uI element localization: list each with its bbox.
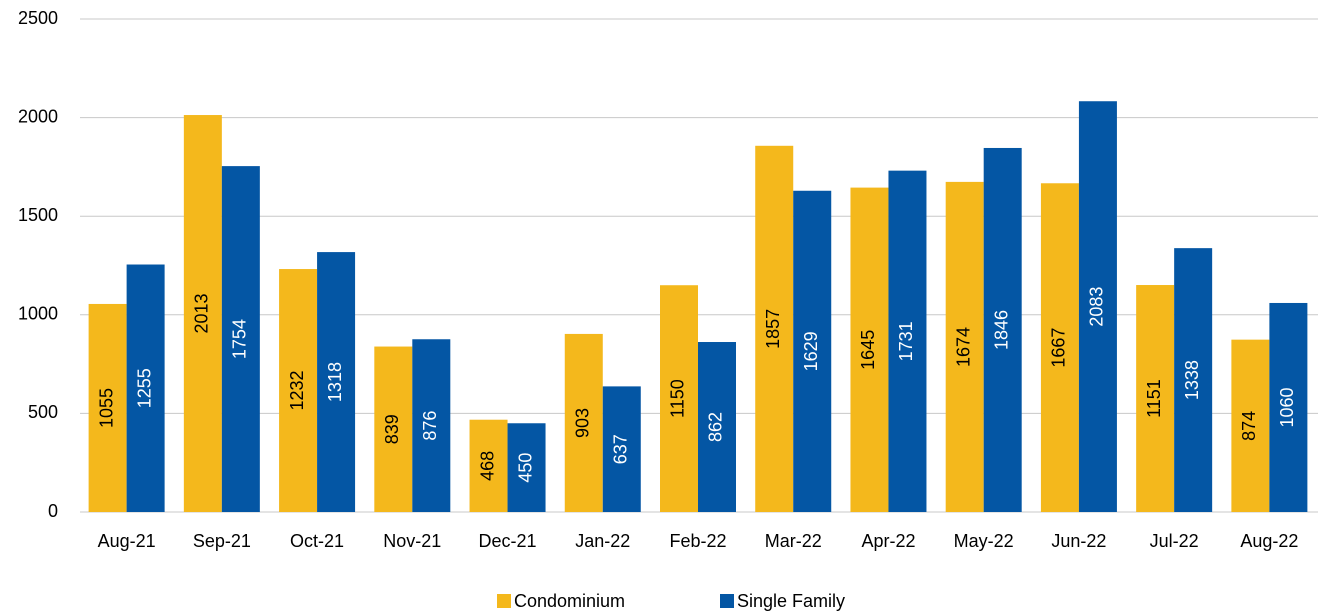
data-label: 1674	[953, 327, 973, 367]
bar	[221, 166, 260, 512]
x-tick-label: Mar-22	[765, 531, 822, 551]
data-label: 468	[477, 451, 497, 481]
data-label: 2013	[192, 293, 212, 333]
bar	[698, 342, 736, 512]
bar	[755, 145, 794, 512]
x-tick-label: Nov-21	[383, 531, 441, 551]
data-label: 1857	[763, 309, 783, 349]
data-label: 1150	[668, 379, 688, 418]
data-label: 876	[420, 411, 440, 441]
bar	[888, 170, 927, 513]
y-tick-label: 0	[48, 501, 58, 521]
data-label: 1151	[1144, 379, 1164, 418]
data-label: 1255	[134, 368, 154, 408]
data-label: 2083	[1087, 287, 1107, 327]
bar	[183, 115, 222, 512]
x-tick-label: May-22	[954, 531, 1014, 551]
x-tick-label: Jun-22	[1051, 531, 1106, 551]
bar	[507, 423, 546, 512]
x-tick-label: Sep-21	[193, 531, 251, 551]
data-label: 450	[515, 453, 535, 483]
x-tick-label: Dec-21	[479, 531, 537, 551]
bar	[1174, 248, 1213, 512]
bar	[1040, 183, 1079, 513]
x-tick-label: Feb-22	[669, 531, 726, 551]
bar	[469, 419, 508, 512]
legend-label: Single Family	[737, 591, 845, 611]
y-tick-label: 500	[28, 402, 58, 422]
bar	[1269, 302, 1308, 512]
bar	[279, 269, 318, 512]
bar	[945, 181, 984, 512]
data-label: 1338	[1182, 360, 1202, 400]
x-tick-label: Jul-22	[1150, 531, 1199, 551]
data-label: 1754	[230, 319, 250, 359]
bar	[793, 190, 832, 512]
data-label: 1232	[287, 371, 307, 411]
bar	[88, 303, 127, 512]
bar	[374, 346, 413, 512]
legend-label: Condominium	[514, 591, 625, 611]
bar	[660, 285, 698, 512]
bar	[1078, 101, 1117, 513]
bar	[983, 147, 1022, 512]
data-label: 1060	[1277, 387, 1297, 427]
bar	[602, 386, 641, 512]
x-tick-label: Jan-22	[575, 531, 630, 551]
data-label: 1055	[96, 388, 116, 428]
data-label: 862	[706, 412, 726, 442]
data-label: 839	[382, 414, 402, 444]
y-tick-label: 2000	[18, 106, 58, 126]
bar	[412, 339, 451, 512]
bar	[317, 252, 356, 512]
data-label: 1731	[896, 321, 916, 361]
y-tick-label: 2500	[18, 8, 58, 28]
data-label: 1667	[1049, 328, 1069, 368]
data-label: 1645	[858, 330, 878, 370]
data-label: 1846	[991, 310, 1011, 350]
x-tick-label: Apr-22	[861, 531, 915, 551]
bar	[1136, 285, 1175, 512]
data-label: 1318	[325, 362, 345, 402]
data-label: 1629	[801, 331, 821, 371]
y-tick-label: 1500	[18, 205, 58, 225]
x-tick-label: Aug-22	[1240, 531, 1298, 551]
data-label: 874	[1239, 411, 1259, 441]
bar	[850, 187, 889, 512]
data-label: 903	[573, 408, 593, 438]
x-tick-label: Oct-21	[290, 531, 344, 551]
y-tick-label: 1000	[18, 304, 58, 324]
bar	[126, 264, 165, 512]
data-label: 637	[611, 434, 631, 464]
x-tick-label: Aug-21	[98, 531, 156, 551]
bar	[1231, 339, 1270, 512]
bar	[564, 333, 603, 512]
legend-swatch	[720, 594, 734, 608]
legend-swatch	[497, 594, 511, 608]
